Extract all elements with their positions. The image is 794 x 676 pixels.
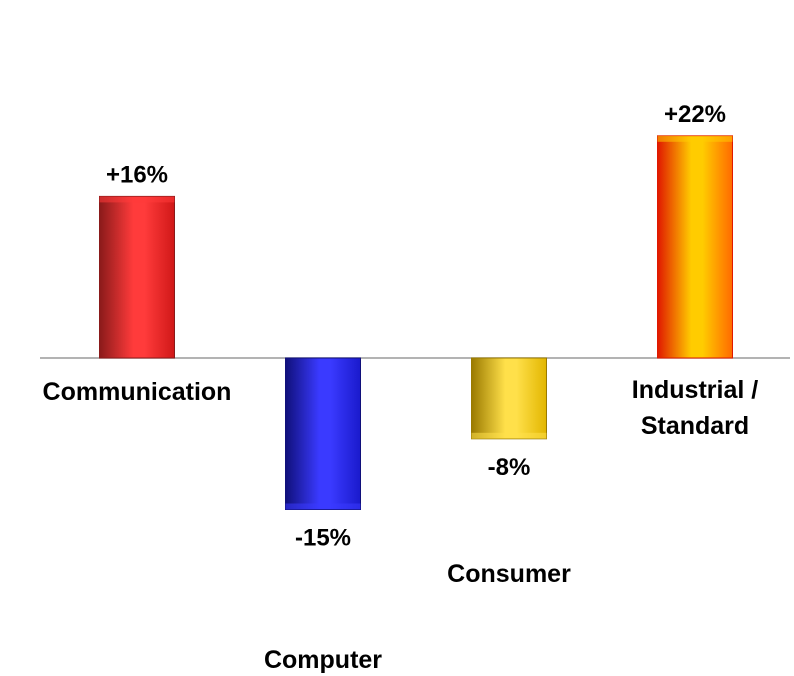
data-label-industrial-standard: +22% bbox=[664, 101, 726, 128]
category-label-industrial-standard: Industrial / Standard bbox=[632, 376, 758, 440]
data-label-computer: -15% bbox=[295, 525, 351, 552]
bar-communication bbox=[99, 195, 175, 359]
category-label-line: Computer bbox=[264, 646, 382, 674]
category-label-computer: Computer bbox=[264, 646, 382, 674]
category-label-line: Communication bbox=[43, 378, 232, 406]
bar-computer bbox=[285, 357, 361, 510]
bar-cap-industrial-standard bbox=[657, 135, 733, 142]
bar-consumer bbox=[471, 357, 547, 440]
bar-cap-communication bbox=[99, 196, 175, 203]
bar-cap-computer bbox=[285, 503, 361, 510]
bar-cap-consumer bbox=[471, 432, 547, 439]
data-label-communication: +16% bbox=[106, 161, 168, 188]
bar-industrial-standard bbox=[657, 135, 733, 359]
category-label-consumer: Consumer bbox=[447, 560, 571, 588]
category-label-line: Industrial / bbox=[632, 376, 758, 404]
data-label-consumer: -8% bbox=[488, 454, 531, 481]
category-label-line: Consumer bbox=[447, 560, 571, 588]
category-label-communication: Communication bbox=[43, 378, 232, 406]
category-label-line: Standard bbox=[641, 412, 749, 440]
